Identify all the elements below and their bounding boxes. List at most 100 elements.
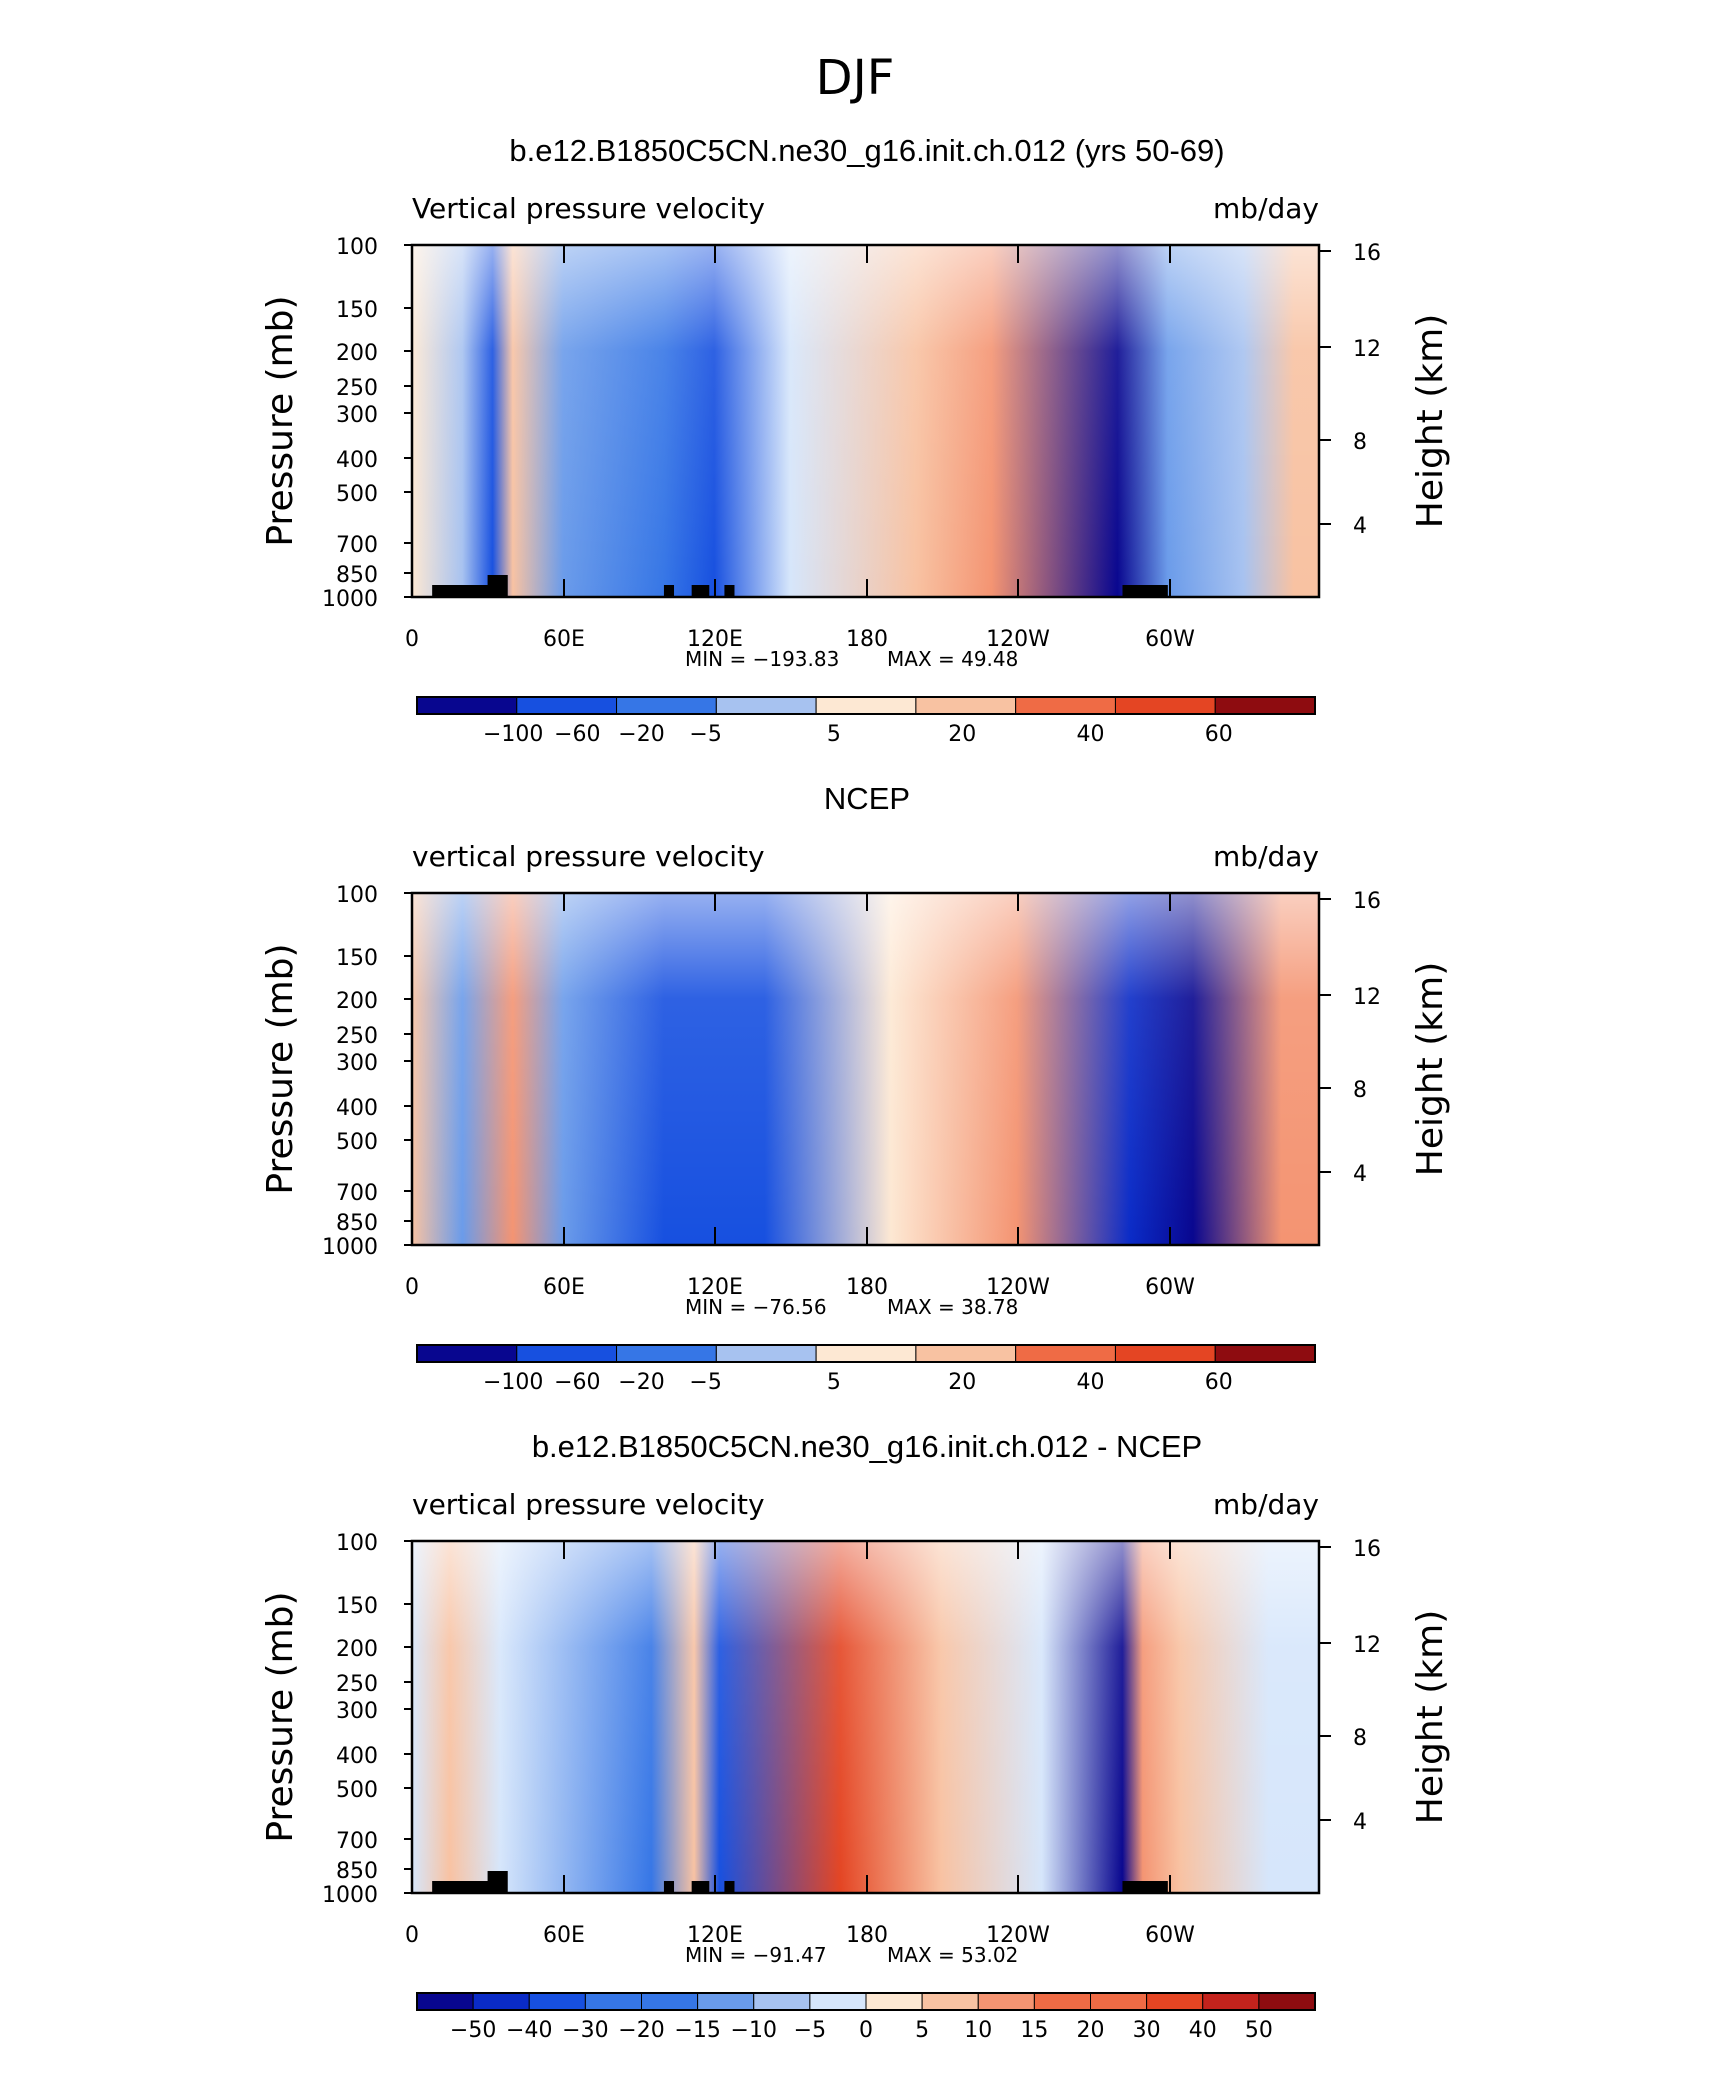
x-tick-label: 120W [986,627,1050,652]
y-tick-label: 200 [336,341,378,366]
y2-tick-label: 8 [1353,1726,1367,1751]
panel-title: NCEP [824,781,910,816]
land-mask [432,1881,506,1893]
colorbar-label: 20 [948,722,976,747]
colorbar-label: 50 [1245,2018,1273,2043]
min-label: MIN = −91.47 [685,1943,827,1967]
y-tick-label: 100 [336,883,378,908]
colorbar-box [815,1344,917,1363]
right-string: mb/day [1213,840,1319,873]
colorbar-box [715,1344,817,1363]
colorbar-box [1202,1992,1260,2011]
y-tick-label: 150 [336,298,378,323]
y-tick-label: 250 [336,1024,378,1049]
colorbar-frame [416,1992,1316,2011]
colorbar-label: 60 [1205,722,1233,747]
colorbar-label: −60 [554,722,600,747]
colorbar-box [1015,1344,1116,1363]
colorbar-box [1214,696,1316,715]
colorbar-box [809,1992,867,2011]
y-tick-label: 200 [336,989,378,1014]
colorbar-box [1258,1992,1316,2011]
y-tick-label: 150 [336,1594,378,1619]
colorbar-label: −15 [674,2018,720,2043]
colorbar-label: 5 [915,2018,929,2043]
y2-tick-label: 12 [1353,337,1381,362]
y2-tick-label: 12 [1353,1633,1381,1658]
x-tick-label: 60E [543,627,585,652]
field-overlay [412,245,1319,597]
land-mask [663,1881,675,1893]
colorbar-box [1015,696,1116,715]
colorbar-box [1146,1992,1204,2011]
y2-axis-label: Height (km) [1410,1610,1451,1824]
colorbar-box [1114,696,1216,715]
colorbar-label: 20 [948,1370,976,1395]
x-tick-label: 60E [543,1275,585,1300]
colorbar-label: 40 [1189,2018,1217,2043]
chart-panel-3: b.e12.B1850C5CN.ne30_g16.init.ch.012 - N… [260,1429,1451,2043]
y2-tick-label: 8 [1353,430,1367,455]
land-mask [691,1881,710,1893]
right-string: mb/day [1213,1488,1319,1521]
colorbar-box [528,1992,586,2011]
y-axis-label: Pressure (mb) [260,295,301,546]
colorbar-box [616,1344,717,1363]
y-tick-label: 100 [336,1531,378,1556]
colorbar-frame [416,696,1316,715]
land-mask [1122,1881,1168,1893]
y-tick-label: 500 [336,1778,378,1803]
colorbar-box [915,1344,1017,1363]
colorbar-box [977,1992,1035,2011]
right-string: mb/day [1213,192,1319,225]
colorbar-label: −20 [618,2018,664,2043]
colorbar-label: −20 [618,722,664,747]
colorbar-box [915,696,1017,715]
colorbar-label: −5 [689,722,721,747]
colorbar-label: −50 [450,2018,496,2043]
min-label: MIN = −193.83 [685,647,839,671]
y2-axis-label: Height (km) [1410,962,1451,1176]
y-tick-label: 1000 [322,1883,378,1908]
colorbar-label: −100 [483,1370,543,1395]
y-tick-label: 850 [336,1211,378,1236]
colorbar-box [697,1992,755,2011]
land-mask [487,575,508,597]
colorbar-box [472,1992,530,2011]
colorbar-box [641,1992,699,2011]
land-mask [432,585,506,597]
y-tick-label: 850 [336,1859,378,1884]
colorbar-box [865,1992,923,2011]
x-tick-label: 120W [986,1923,1050,1948]
left-string: vertical pressure velocity [412,1488,765,1521]
colorbar-label: −5 [689,1370,721,1395]
colorbar-box [416,1344,518,1363]
colorbar-box [1033,1992,1091,2011]
panel-title: b.e12.B1850C5CN.ne30_g16.init.ch.012 - N… [532,1429,1202,1464]
x-tick-label: 60W [1145,1275,1195,1300]
land-mask [487,1871,508,1893]
x-tick-label: 120E [687,1275,743,1300]
x-tick-label: 60W [1145,627,1195,652]
land-mask [724,585,735,597]
y-tick-label: 250 [336,376,378,401]
y-tick-label: 700 [336,533,378,558]
page-title: DJF [816,50,895,106]
colorbar-box [416,696,518,715]
chart-panel-2: NCEP vertical pressure velocity mb/day 100 1… [260,781,1451,1395]
y2-tick-label: 16 [1353,241,1381,266]
y2-tick-label: 8 [1353,1078,1367,1103]
land-mask [724,1881,735,1893]
y-axis-label: Pressure (mb) [260,1591,301,1842]
y2-axis-label: Height (km) [1410,314,1451,528]
colorbar-label: 40 [1077,1370,1105,1395]
colorbar-box [921,1992,979,2011]
y-tick-label: 150 [336,946,378,971]
colorbar-box [1214,1344,1316,1363]
x-tick-label: 0 [405,1275,419,1300]
x-tick-label: 180 [846,1275,888,1300]
colorbar-label: 10 [964,2018,992,2043]
colorbar-label: −60 [554,1370,600,1395]
chart-panel-1: b.e12.B1850C5CN.ne30_g16.init.ch.012 (yr… [260,133,1451,747]
y-tick-label: 100 [336,235,378,260]
